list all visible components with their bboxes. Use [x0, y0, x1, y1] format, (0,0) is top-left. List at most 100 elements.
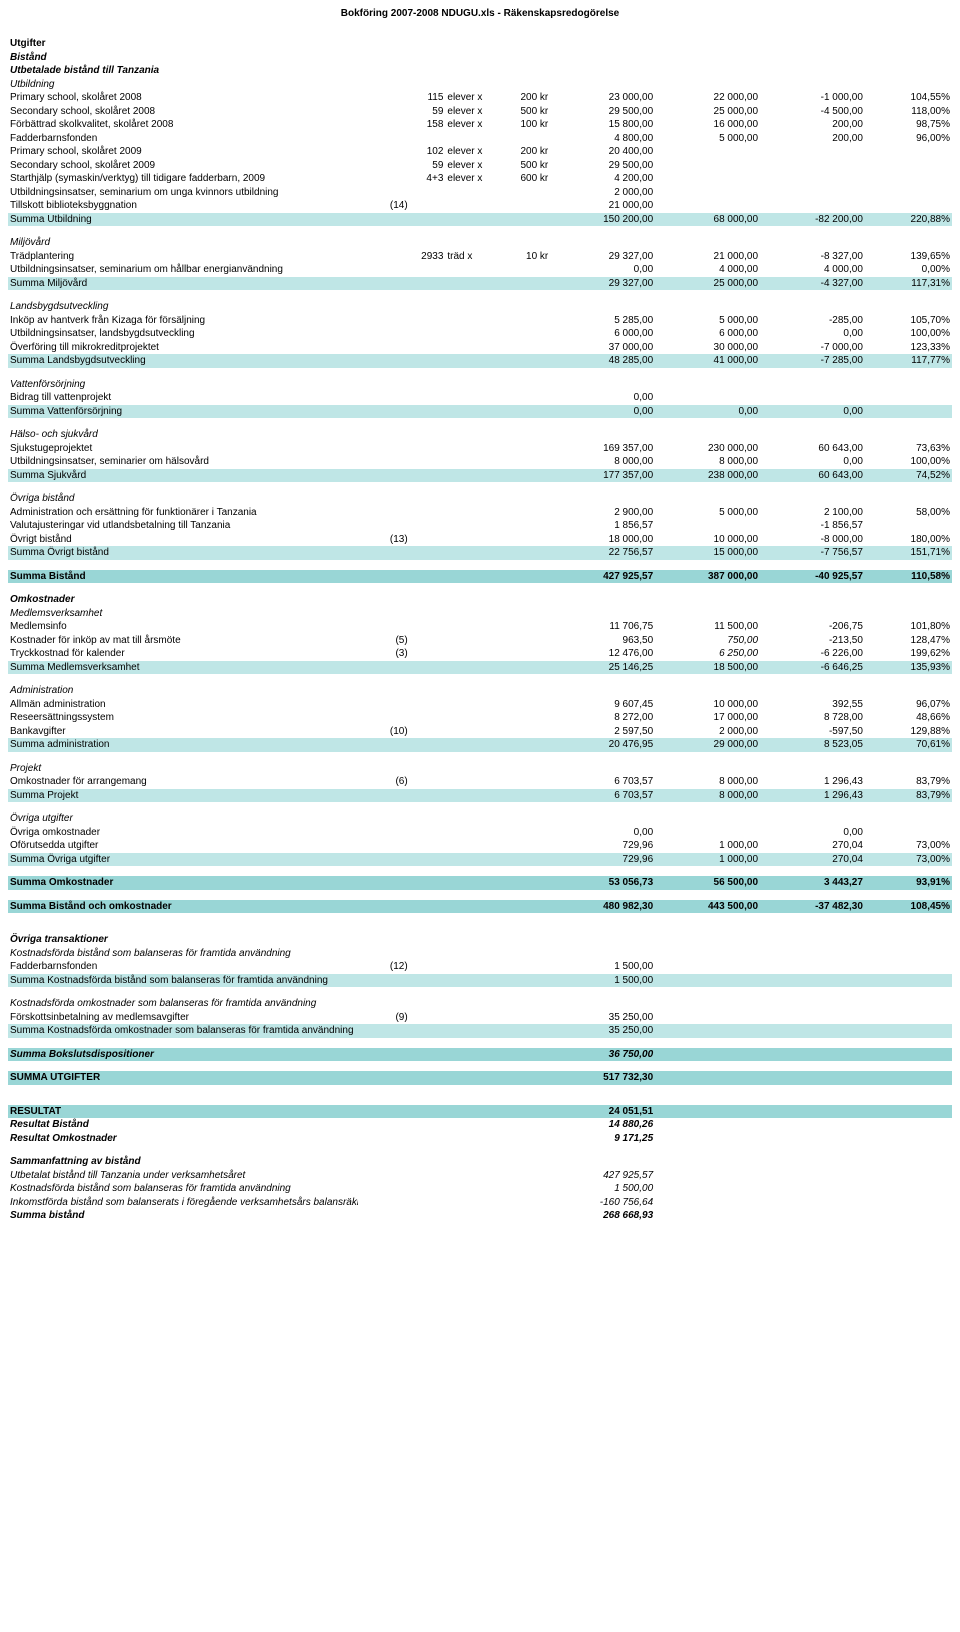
- cell-c6: [655, 492, 760, 506]
- table-row: [8, 368, 952, 378]
- table-row: Omkostnader för arrangemang(6)6 703,578 …: [8, 775, 952, 789]
- cell-c8: [865, 391, 952, 405]
- cell-c7: 1 296,43: [760, 775, 865, 789]
- cell-c8: 123,33%: [865, 341, 952, 355]
- table-row: Administration och ersättning för funkti…: [8, 506, 952, 520]
- table-row: Medlemsinfo11 706,7511 500,00-206,75101,…: [8, 620, 952, 634]
- cell-c8: 180,00%: [865, 533, 952, 547]
- cell-c8: 139,65%: [865, 250, 952, 264]
- cell-c5: 6 000,00: [550, 327, 655, 341]
- cell-c1: [358, 250, 409, 264]
- cell-c2: 59: [410, 159, 446, 173]
- cell-c5: [550, 492, 655, 506]
- cell-c0: Resultat Omkostnader: [8, 1132, 358, 1146]
- cell-c7: 392,55: [760, 698, 865, 712]
- cell-c2: [410, 570, 446, 584]
- cell-c5: 2 900,00: [550, 506, 655, 520]
- cell-c5: 23 000,00: [550, 91, 655, 105]
- cell-c8: [865, 78, 952, 92]
- cell-c8: 118,00%: [865, 105, 952, 119]
- cell-c8: [865, 593, 952, 607]
- cell-c5: 480 982,30: [550, 900, 655, 914]
- cell-c0: Fadderbarnsfonden: [8, 960, 358, 974]
- cell-c3: [445, 1182, 505, 1196]
- cell-c6: [655, 300, 760, 314]
- cell-c4: [506, 1071, 551, 1085]
- cell-c5: 1 500,00: [550, 974, 655, 988]
- table-row: Övriga transaktioner: [8, 933, 952, 947]
- cell-c1: [358, 378, 409, 392]
- cell-c8: [865, 51, 952, 65]
- cell-c6: [655, 974, 760, 988]
- cell-c1: [358, 593, 409, 607]
- cell-c1: [358, 1196, 409, 1210]
- table-row: Bistånd: [8, 51, 952, 65]
- cell-c0: Utbildningsinsatser, landsbygdsutvecklin…: [8, 327, 358, 341]
- table-row: [8, 1038, 952, 1048]
- table-row: Förbättrad skolkvalitet, skolåret 200815…: [8, 118, 952, 132]
- cell-c6: [655, 64, 760, 78]
- cell-c2: [410, 391, 446, 405]
- cell-c1: [358, 213, 409, 227]
- cell-c0: Tryckkostnad för kalender: [8, 647, 358, 661]
- cell-c5: 20 476,95: [550, 738, 655, 752]
- table-row: Utbildningsinsatser, landsbygdsutvecklin…: [8, 327, 952, 341]
- cell-c8: 96,00%: [865, 132, 952, 146]
- cell-c7: [760, 1118, 865, 1132]
- cell-c6: 238 000,00: [655, 469, 760, 483]
- cell-c8: [865, 1169, 952, 1183]
- cell-c2: [410, 199, 446, 213]
- cell-c3: [445, 593, 505, 607]
- cell-c5: [550, 78, 655, 92]
- cell-c7: [760, 378, 865, 392]
- cell-c3: [445, 1105, 505, 1119]
- cell-c1: (6): [358, 775, 409, 789]
- table-row: Resultat Omkostnader9 171,25: [8, 1132, 952, 1146]
- cell-c7: [760, 236, 865, 250]
- cell-c2: [410, 314, 446, 328]
- cell-c2: [410, 698, 446, 712]
- cell-c1: [358, 64, 409, 78]
- cell-c3: [445, 519, 505, 533]
- table-row: Starthjälp (symaskin/verktyg) till tidig…: [8, 172, 952, 186]
- cell-c1: [358, 37, 409, 51]
- cell-c6: [655, 607, 760, 621]
- table-row: Kostnader för inköp av mat till årsmöte(…: [8, 634, 952, 648]
- cell-c1: [358, 1071, 409, 1085]
- cell-c2: [410, 607, 446, 621]
- cell-c4: [506, 341, 551, 355]
- cell-c1: (10): [358, 725, 409, 739]
- cell-c5: 1 500,00: [550, 1182, 655, 1196]
- cell-c6: [655, 51, 760, 65]
- table-row: Förskottsinbetalning av medlemsavgifter(…: [8, 1011, 952, 1025]
- cell-c4: [506, 354, 551, 368]
- cell-c3: [445, 1071, 505, 1085]
- table-row: Summa Sjukvård177 357,00238 000,0060 643…: [8, 469, 952, 483]
- table-row: Kostnadsförda bistånd som balanseras för…: [8, 1182, 952, 1196]
- cell-c1: [358, 354, 409, 368]
- cell-c1: [358, 762, 409, 776]
- cell-c2: [410, 634, 446, 648]
- cell-c0: Utbildning: [8, 78, 358, 92]
- cell-c5: 24 051,51: [550, 1105, 655, 1119]
- cell-c7: [760, 159, 865, 173]
- cell-c5: [550, 64, 655, 78]
- table-row: Resultat Bistånd14 880,26: [8, 1118, 952, 1132]
- cell-c4: [506, 933, 551, 947]
- cell-c4: [506, 1169, 551, 1183]
- cell-c8: [865, 974, 952, 988]
- cell-c7: 8 728,00: [760, 711, 865, 725]
- cell-c2: [410, 277, 446, 291]
- table-row: Sjukstugeprojektet169 357,00230 000,0060…: [8, 442, 952, 456]
- table-row: Reseersättningssystem8 272,0017 000,008 …: [8, 711, 952, 725]
- cell-c3: [445, 469, 505, 483]
- cell-c0: Bistånd: [8, 51, 358, 65]
- cell-c1: (13): [358, 533, 409, 547]
- cell-c7: [760, 1155, 865, 1169]
- cell-c7: -82 200,00: [760, 213, 865, 227]
- cell-c8: [865, 1011, 952, 1025]
- cell-c6: 8 000,00: [655, 789, 760, 803]
- cell-c4: [506, 64, 551, 78]
- cell-c0: Sjukstugeprojektet: [8, 442, 358, 456]
- cell-c8: 73,00%: [865, 839, 952, 853]
